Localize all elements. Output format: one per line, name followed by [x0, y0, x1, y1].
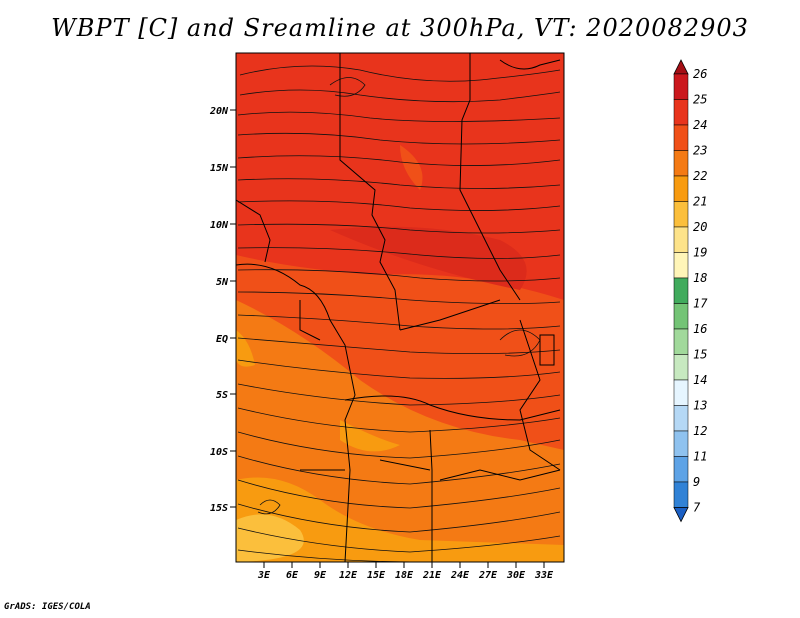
colorbar-swatch: [673, 99, 689, 126]
lat-label-eq: EQ: [216, 334, 228, 345]
colorbar-label: 18: [693, 271, 707, 285]
colorbar-swatch: [673, 379, 689, 406]
colorbar-swatch: [673, 405, 689, 432]
lon-label-6e: 6E: [286, 570, 299, 581]
lon-label-33e: 33E: [534, 570, 554, 581]
colorbar-swatch: [673, 226, 689, 253]
colorbar-swatch: [673, 150, 689, 177]
lon-label-15e: 15E: [367, 570, 386, 581]
colorbar-top-arrow: [673, 59, 689, 75]
map-panel: [236, 53, 564, 562]
colorbar-label: 24: [693, 118, 707, 132]
colorbar-swatch: [673, 303, 689, 330]
lat-label-20n: 20N: [209, 106, 229, 117]
colorbar-label: 19: [693, 246, 707, 260]
colorbar-label: 11: [693, 450, 707, 464]
colorbar-swatch: [673, 328, 689, 355]
colorbar-label: 9: [693, 475, 700, 489]
colorbar-label: 22: [693, 169, 707, 183]
colorbar-bottom-arrow: [673, 507, 689, 523]
colorbar-swatch: [673, 201, 689, 228]
colorbar-label: 21: [693, 195, 707, 209]
lat-label-10n: 10N: [210, 220, 229, 231]
colorbar-label: 15: [693, 348, 707, 362]
colorbar-swatch: [673, 252, 689, 279]
lon-label-3e: 3E: [257, 570, 271, 581]
lon-label-30e: 30E: [506, 570, 526, 581]
colorbar-swatch: [673, 481, 689, 508]
grads-credit: GrADS: IGES/COLA: [4, 602, 91, 612]
lat-axis: [230, 109, 236, 508]
lat-label-5n: 5N: [216, 277, 229, 288]
colorbar-swatch: [673, 124, 689, 151]
lon-label-18e: 18E: [395, 570, 414, 581]
colorbar-swatch: [673, 277, 689, 304]
colorbar: 26 25 24 23 22 21 20 19 18 17 16 15 14 13 12 11 9 7: [673, 59, 708, 523]
colorbar-label: 26: [693, 67, 707, 81]
lat-label-15n: 15N: [210, 163, 229, 174]
lon-label-12e: 12E: [339, 570, 358, 581]
lon-label-9e: 9E: [314, 570, 327, 581]
colorbar-label: 16: [693, 322, 707, 336]
colorbar-label: 13: [693, 399, 707, 413]
colorbar-swatch: [673, 73, 689, 100]
colorbar-swatch: [673, 430, 689, 457]
colorbar-label: 14: [693, 373, 707, 387]
colorbar-label: 20: [693, 220, 707, 234]
map-title: WBPT [C] and Sreamline at 300hPa, VT: 20…: [51, 14, 749, 42]
colorbar-swatch: [673, 456, 689, 483]
colorbar-swatch: [673, 175, 689, 202]
lat-label-5s: 5S: [216, 390, 228, 401]
colorbar-label: 17: [693, 297, 708, 311]
colorbar-label: 25: [693, 93, 707, 107]
lat-label-10s: 10S: [210, 447, 228, 458]
lon-label-27e: 27E: [478, 570, 498, 581]
lon-label-21e: 21E: [422, 570, 442, 581]
colorbar-swatch: [673, 354, 689, 381]
lon-axis: [263, 562, 545, 568]
colorbar-label: 7: [693, 501, 701, 515]
lon-label-24e: 24E: [450, 570, 470, 581]
colorbar-label: 23: [693, 144, 707, 158]
lat-label-15s: 15S: [210, 503, 228, 514]
colorbar-label: 12: [693, 424, 707, 438]
